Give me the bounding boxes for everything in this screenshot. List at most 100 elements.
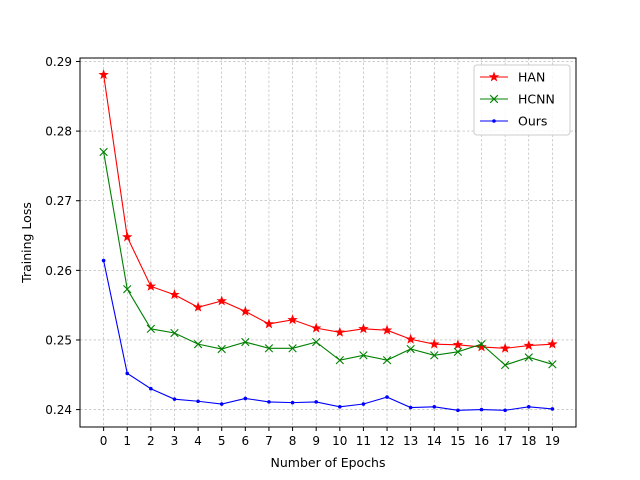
y-tick-label: 0.28	[45, 125, 72, 139]
x-tick-label: 1	[123, 434, 131, 448]
data-point-hcnn	[524, 353, 533, 362]
y-tick-label: 0.24	[45, 403, 72, 417]
x-tick-label: 10	[332, 434, 347, 448]
data-point-han	[381, 324, 393, 335]
data-point-han	[287, 314, 298, 325]
data-point-ours	[385, 395, 389, 399]
data-point-ours	[432, 405, 437, 409]
data-point-ours	[267, 400, 271, 404]
x-tick-label: 18	[521, 434, 536, 448]
data-point-ours	[290, 400, 295, 405]
data-point-han	[523, 340, 534, 350]
x-tick-label: 4	[194, 434, 202, 448]
x-tick-label: 19	[545, 434, 560, 448]
x-tick-label: 5	[218, 434, 226, 448]
legend-label-ours: Ours	[518, 114, 547, 129]
data-point-hcnn	[477, 339, 486, 349]
y-tick-label: 0.29	[45, 55, 72, 69]
data-point-hcnn	[123, 284, 132, 294]
data-point-ours	[172, 397, 177, 401]
x-tick-label: 6	[242, 434, 250, 448]
legend-label-han: HAN	[518, 70, 545, 85]
x-tick-label: 13	[403, 434, 418, 448]
y-tick-label: 0.25	[45, 333, 72, 347]
axis-ticks: 0 1 2 3 4 5 6 7 8 9 10 11 12 13 14 15 16 17 18 190.240.250.…	[45, 55, 560, 448]
x-tick-label: 2	[147, 434, 155, 448]
data-point-ours	[125, 371, 130, 376]
legend-entry-han: HAN	[480, 70, 545, 85]
legend-entry-hcnn: HCNN	[480, 92, 555, 107]
series-han	[98, 69, 558, 353]
data-point-ours	[526, 405, 531, 409]
series-ours	[101, 258, 555, 413]
data-point-han	[334, 326, 346, 337]
x-tick-label: 17	[498, 434, 513, 448]
data-point-ours	[503, 408, 507, 413]
data-point-hcnn	[241, 337, 250, 347]
data-point-hcnn	[170, 328, 179, 338]
data-point-han	[98, 69, 109, 80]
x-axis-label: Number of Epochs	[271, 455, 386, 470]
data-point-hcnn	[217, 344, 226, 354]
data-point-ours	[361, 402, 366, 406]
data-point-hcnn	[406, 344, 415, 354]
data-point-ours	[338, 405, 342, 409]
grid	[80, 58, 576, 427]
data-point-han	[240, 305, 251, 316]
legend-marker-ours	[492, 119, 496, 123]
data-point-hcnn	[382, 355, 392, 365]
x-tick-label: 16	[474, 434, 489, 448]
legend-marker-hcnn	[489, 94, 499, 104]
data-point-han	[358, 323, 369, 334]
x-tick-label: 8	[289, 434, 297, 448]
x-tick-label: 15	[450, 434, 465, 448]
data-point-ours	[101, 258, 106, 263]
legend-label-hcnn: HCNN	[518, 92, 555, 107]
data-point-hcnn	[312, 337, 321, 347]
legend-entry-ours: Ours	[480, 114, 547, 129]
data-point-hcnn	[430, 351, 439, 360]
data-point-han	[145, 280, 157, 291]
data-point-ours	[243, 396, 248, 401]
data-point-hcnn	[548, 360, 557, 369]
data-point-hcnn	[335, 355, 344, 365]
y-tick-label: 0.27	[45, 194, 72, 208]
data-point-han	[452, 339, 464, 350]
legend-box	[473, 64, 571, 136]
series-line-han	[103, 74, 553, 349]
data-point-hcnn	[288, 344, 297, 353]
x-tick-label: 11	[356, 434, 371, 448]
data-point-ours	[408, 405, 413, 410]
data-point-ours	[149, 386, 153, 391]
data-point-han	[547, 338, 558, 349]
legend: HAN HCNN Ours	[473, 64, 571, 136]
data-point-han	[192, 301, 204, 312]
data-point-hcnn	[453, 347, 463, 356]
data-point-han	[405, 333, 416, 344]
x-tick-label: 12	[379, 434, 394, 448]
data-point-han	[310, 322, 322, 333]
series-group	[98, 69, 558, 413]
x-tick-label: 9	[312, 434, 320, 448]
data-point-ours	[219, 402, 224, 406]
data-point-han	[429, 338, 440, 349]
data-point-ours	[196, 399, 200, 404]
data-point-hcnn	[99, 147, 108, 157]
data-point-hcnn	[264, 344, 274, 353]
data-point-ours	[314, 400, 318, 404]
data-point-hcnn	[500, 360, 510, 370]
data-point-hcnn	[146, 324, 156, 334]
y-axis-label: Training Loss	[19, 202, 34, 284]
data-point-han	[216, 295, 227, 306]
series-hcnn	[99, 147, 557, 370]
x-tick-label: 0	[100, 434, 108, 448]
data-point-ours	[479, 407, 484, 412]
data-point-han	[169, 289, 180, 300]
series-line-hcnn	[103, 151, 553, 366]
data-point-han	[122, 231, 133, 242]
data-point-ours	[550, 407, 555, 411]
data-point-hcnn	[193, 339, 203, 349]
data-point-han	[499, 342, 511, 353]
